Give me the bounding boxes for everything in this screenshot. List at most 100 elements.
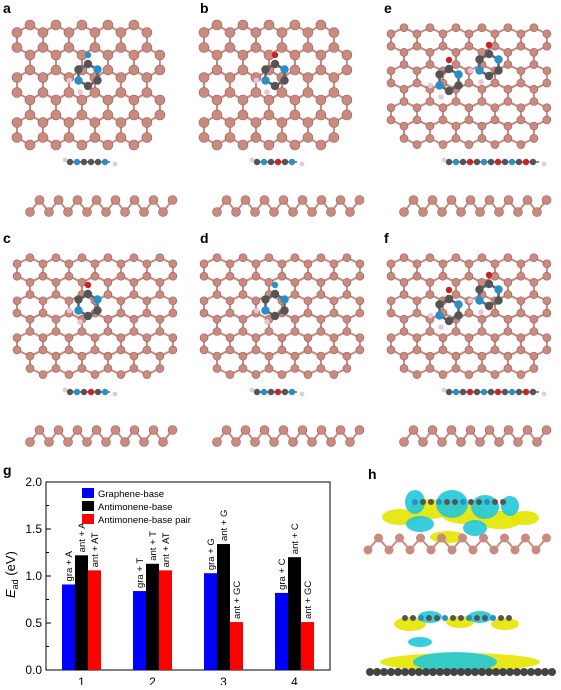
panel-label-h: h bbox=[368, 466, 377, 482]
molecule-side-atom bbox=[473, 388, 481, 396]
sb-atom bbox=[63, 132, 75, 143]
structure-d bbox=[199, 253, 365, 447]
sb-side-atom bbox=[269, 437, 279, 447]
sb-atom bbox=[38, 259, 48, 269]
sb-atom bbox=[276, 27, 288, 38]
sb-atom bbox=[316, 277, 326, 287]
sb-atom bbox=[477, 364, 487, 373]
sb-atom bbox=[451, 60, 461, 69]
sb-atom bbox=[342, 327, 352, 336]
sb-atom bbox=[142, 345, 152, 355]
sb-atom bbox=[25, 364, 35, 373]
sb-atom bbox=[212, 253, 222, 263]
molecule-side-atom bbox=[101, 388, 109, 396]
graphene-atom bbox=[443, 668, 451, 676]
sb-side-atom bbox=[408, 195, 419, 205]
sb-atom bbox=[290, 314, 300, 324]
sb-atom bbox=[211, 49, 223, 61]
sb-atom bbox=[115, 27, 127, 38]
sb-atom bbox=[438, 259, 448, 269]
molecule-side-atom bbox=[66, 158, 74, 166]
sb-atom bbox=[503, 121, 513, 131]
sb-atom bbox=[412, 29, 422, 39]
molecule-side-atom bbox=[66, 388, 74, 396]
sb-atom bbox=[63, 87, 75, 98]
sb-atom bbox=[516, 308, 526, 318]
nitrogen-atom bbox=[280, 295, 289, 304]
carbon-atom bbox=[475, 55, 484, 64]
sb-atom bbox=[302, 132, 314, 143]
hydrogen-atom bbox=[427, 82, 434, 89]
sb-side-atom bbox=[345, 437, 355, 447]
sb-atom bbox=[290, 253, 300, 263]
sb-atom bbox=[289, 109, 301, 121]
sb-side-atom bbox=[158, 207, 168, 217]
sb-atom bbox=[199, 271, 209, 281]
sb-side-atom bbox=[427, 195, 438, 205]
sb-side-atom bbox=[129, 195, 140, 205]
sb-atom bbox=[438, 271, 448, 281]
sb-side-atom bbox=[288, 207, 298, 217]
carbon-atom bbox=[454, 311, 463, 320]
sb-atom bbox=[412, 103, 422, 112]
sb-atom bbox=[64, 271, 74, 281]
sb-atom bbox=[102, 109, 114, 121]
sb-atom bbox=[516, 78, 526, 88]
molecule-side-atom bbox=[428, 499, 434, 505]
sb-side-atom bbox=[82, 437, 92, 447]
sb-atom bbox=[50, 109, 62, 121]
sb-atom bbox=[224, 27, 236, 38]
sb-atom bbox=[503, 253, 513, 263]
bar bbox=[159, 570, 172, 670]
sb-side-atom bbox=[297, 425, 308, 435]
sb-side-atom bbox=[259, 425, 270, 435]
nitrogen-atom bbox=[454, 300, 463, 309]
hydrogen-atom bbox=[299, 161, 305, 167]
sb-atom bbox=[328, 87, 340, 98]
hydrogen-atom bbox=[112, 161, 118, 167]
sb-atom bbox=[142, 271, 152, 281]
nitrogen-atom bbox=[93, 295, 102, 304]
sb-side-atom bbox=[335, 425, 346, 435]
sb-atom bbox=[24, 19, 36, 31]
side-view bbox=[441, 157, 547, 167]
sb-atom bbox=[329, 308, 339, 318]
sb-side-atom bbox=[250, 437, 260, 447]
sb-atom bbox=[438, 29, 448, 39]
nitrogen-atom bbox=[494, 285, 503, 294]
hydrogen-atom bbox=[77, 89, 83, 95]
sb-side-atom bbox=[405, 545, 415, 555]
sb-atom bbox=[342, 290, 352, 299]
sb-side-atom bbox=[63, 437, 73, 447]
sb-atom bbox=[198, 42, 210, 53]
sb-atom bbox=[199, 333, 209, 342]
sb-atom bbox=[11, 117, 23, 128]
substituent-atom bbox=[445, 286, 453, 294]
sb-atom bbox=[438, 345, 448, 355]
sb-atom bbox=[529, 351, 539, 361]
sb-side-atom bbox=[148, 425, 159, 435]
sb-atom bbox=[211, 94, 223, 106]
sb-atom bbox=[89, 27, 101, 38]
nitrogen-atom bbox=[435, 81, 444, 90]
sb-atom bbox=[89, 42, 101, 53]
sb-atom bbox=[315, 109, 327, 121]
sb-side-atom bbox=[374, 533, 383, 543]
nitrogen-atom bbox=[475, 296, 484, 305]
molecule-side-atom bbox=[492, 499, 498, 505]
hydrogen-atom bbox=[467, 297, 474, 304]
molecule-side-atom bbox=[468, 499, 474, 505]
sb-atom bbox=[198, 117, 210, 128]
sb-atom bbox=[399, 23, 409, 33]
antimonene-top-view bbox=[386, 23, 552, 149]
sb-atom bbox=[37, 27, 49, 38]
nucleobase-molecule bbox=[253, 51, 289, 95]
sb-atom bbox=[302, 42, 314, 53]
x-tick-label: 2 bbox=[149, 675, 156, 685]
sb-atom bbox=[237, 19, 249, 31]
sb-atom bbox=[412, 345, 422, 355]
sb-atom bbox=[51, 327, 61, 336]
sb-atom bbox=[225, 345, 235, 355]
sb-atom bbox=[199, 259, 209, 269]
carbon-atom bbox=[494, 296, 503, 305]
